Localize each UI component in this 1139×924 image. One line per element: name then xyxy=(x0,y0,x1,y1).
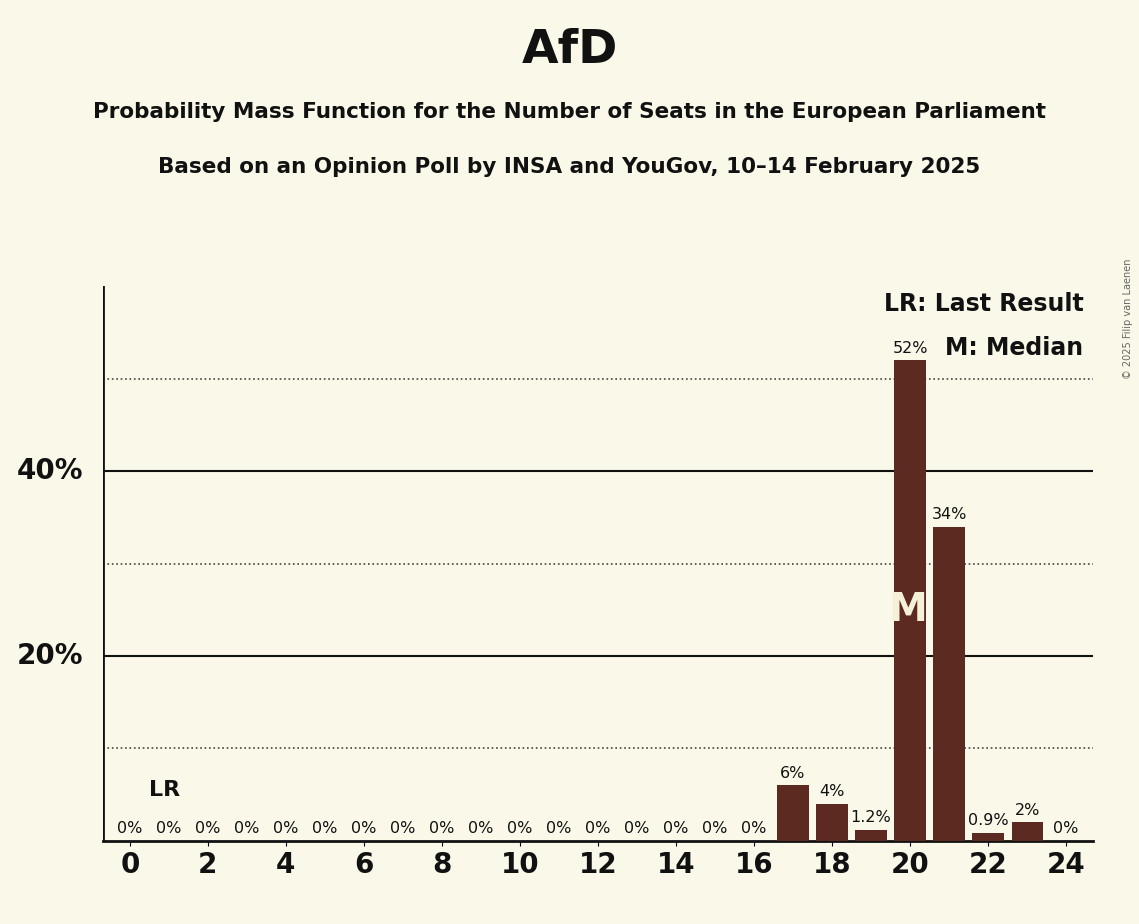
Bar xyxy=(1011,822,1042,841)
Text: 2%: 2% xyxy=(1015,803,1040,818)
Text: AfD: AfD xyxy=(522,28,617,73)
Text: LR: Last Result: LR: Last Result xyxy=(884,292,1083,316)
Text: 0%: 0% xyxy=(429,821,454,836)
Text: 4%: 4% xyxy=(819,784,845,799)
Text: 0%: 0% xyxy=(156,821,181,836)
Bar xyxy=(855,830,886,841)
Text: M: M xyxy=(888,590,927,629)
Text: M: Median: M: Median xyxy=(945,336,1083,360)
Text: 0.9%: 0.9% xyxy=(968,813,1008,828)
Text: LR: LR xyxy=(149,780,180,800)
Text: 0%: 0% xyxy=(624,821,649,836)
Text: 0%: 0% xyxy=(195,821,221,836)
Text: Probability Mass Function for the Number of Seats in the European Parliament: Probability Mass Function for the Number… xyxy=(93,102,1046,122)
Text: 34%: 34% xyxy=(932,507,967,522)
Text: 0%: 0% xyxy=(585,821,611,836)
Bar xyxy=(934,527,965,841)
Text: 0%: 0% xyxy=(507,821,533,836)
Text: 0%: 0% xyxy=(547,821,572,836)
Bar xyxy=(894,360,926,841)
Bar xyxy=(778,785,809,841)
Text: 6%: 6% xyxy=(780,766,805,781)
Text: 0%: 0% xyxy=(1054,821,1079,836)
Text: 0%: 0% xyxy=(117,821,142,836)
Text: 0%: 0% xyxy=(273,821,298,836)
Text: 0%: 0% xyxy=(351,821,377,836)
Text: 0%: 0% xyxy=(312,821,337,836)
Text: 40%: 40% xyxy=(16,457,83,485)
Bar xyxy=(817,804,847,841)
Text: 52%: 52% xyxy=(892,341,928,356)
Bar xyxy=(973,833,1003,841)
Text: 0%: 0% xyxy=(663,821,689,836)
Text: 0%: 0% xyxy=(468,821,493,836)
Text: Based on an Opinion Poll by INSA and YouGov, 10–14 February 2025: Based on an Opinion Poll by INSA and You… xyxy=(158,157,981,177)
Text: © 2025 Filip van Laenen: © 2025 Filip van Laenen xyxy=(1123,259,1133,379)
Text: 0%: 0% xyxy=(741,821,767,836)
Text: 0%: 0% xyxy=(703,821,728,836)
Text: 1.2%: 1.2% xyxy=(851,810,892,825)
Text: 0%: 0% xyxy=(391,821,416,836)
Text: 20%: 20% xyxy=(16,642,83,670)
Text: 0%: 0% xyxy=(235,821,260,836)
